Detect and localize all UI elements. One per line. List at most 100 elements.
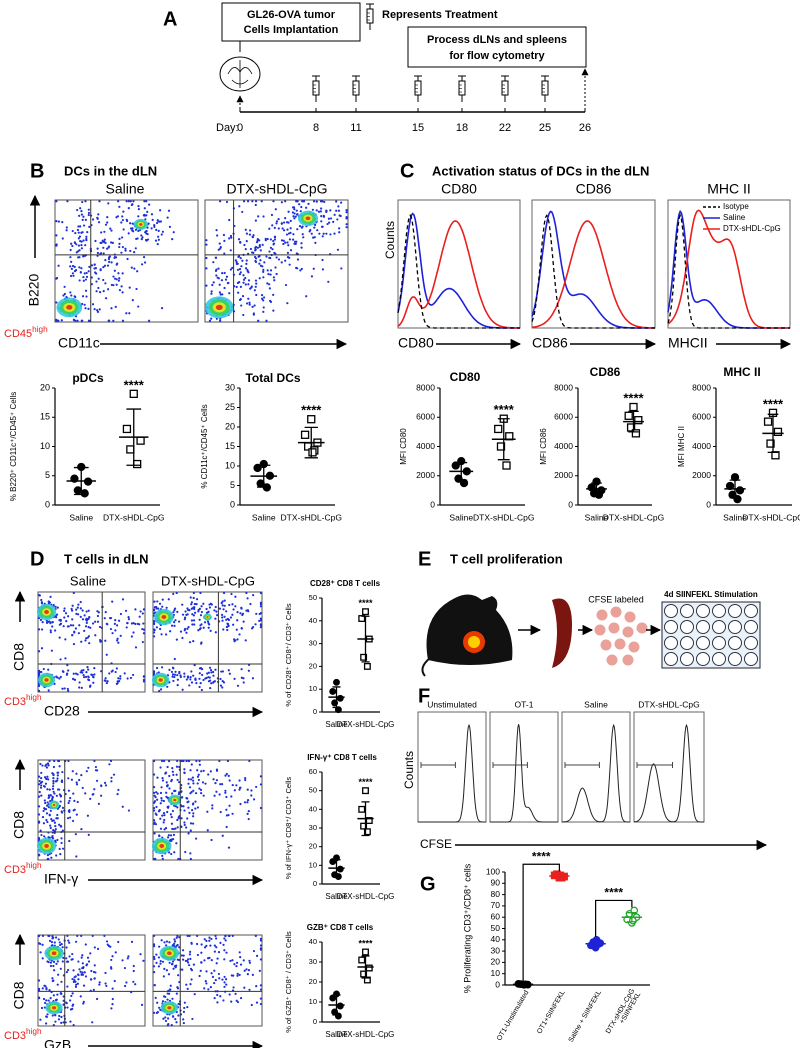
- flow-event: [245, 259, 248, 262]
- flow-event: [217, 972, 221, 976]
- legend-label: Saline: [723, 213, 746, 222]
- flow-event: [105, 984, 108, 988]
- flow-event: [45, 987, 48, 990]
- flow-event: [40, 833, 43, 837]
- mouse-icon: [426, 594, 513, 665]
- flow-event: [204, 677, 207, 680]
- flow-event: [143, 207, 146, 210]
- flow-event: [223, 985, 226, 988]
- flow-event: [77, 973, 80, 977]
- flow-event: [160, 939, 163, 942]
- data-point: [358, 805, 366, 813]
- flow-event: [293, 240, 297, 243]
- x-tick-label: OT1+SIINFEKL: [536, 989, 567, 1035]
- flow-event: [77, 960, 80, 963]
- flow-event: [183, 675, 186, 678]
- flow-event: [137, 208, 141, 211]
- flow-event: [259, 997, 263, 1000]
- flow-event: [186, 1005, 189, 1009]
- flow-event: [192, 596, 195, 600]
- flow-event: [92, 681, 95, 684]
- flow-event: [156, 776, 159, 779]
- flow-event: [299, 269, 302, 272]
- flow-event: [104, 677, 107, 680]
- flow-event: [49, 809, 52, 812]
- flow-event: [256, 246, 260, 249]
- flow-event: [92, 676, 95, 679]
- flow-event: [118, 288, 122, 292]
- flow-event: [119, 675, 122, 678]
- flow-event: [174, 619, 177, 622]
- y-tick-label: 5: [45, 470, 50, 480]
- flow-event: [254, 934, 257, 938]
- flow-event: [185, 759, 188, 763]
- flow-event: [178, 791, 181, 794]
- flow-event: [210, 972, 213, 975]
- flow-event: [170, 839, 173, 842]
- flow-event: [178, 670, 181, 674]
- error-bar: [626, 912, 637, 923]
- flow-event: [104, 784, 108, 787]
- well-icon: [728, 636, 742, 650]
- data-point: [363, 662, 371, 670]
- y-tick-label: 20: [225, 421, 235, 431]
- flow-event: [69, 624, 73, 627]
- flow-event: [161, 1000, 165, 1003]
- flow-event: [191, 623, 194, 626]
- flow-event: [277, 227, 280, 230]
- flow-event: [150, 227, 153, 230]
- flow-event: [259, 617, 263, 620]
- flow-event: [162, 821, 165, 824]
- data-point: [363, 976, 371, 984]
- flow-event: [295, 209, 298, 212]
- flow-event: [214, 978, 217, 982]
- flow-event: [58, 804, 62, 808]
- flow-event: [181, 688, 184, 691]
- flow-event: [66, 672, 69, 675]
- flow-event: [64, 638, 67, 641]
- flow-event: [110, 967, 113, 970]
- flow-event: [86, 956, 90, 959]
- histogram: [531, 220, 656, 329]
- flow-event: [219, 319, 222, 322]
- y-tick-label: 30: [309, 957, 317, 966]
- flow-event: [134, 228, 138, 231]
- flow-event: [85, 617, 88, 620]
- flow-event: [282, 242, 285, 246]
- flow-event: [117, 788, 120, 791]
- flow-event: [223, 252, 226, 255]
- flow-event: [124, 249, 127, 252]
- flow-event: [176, 684, 179, 687]
- flow-event: [52, 964, 55, 968]
- flow-event: [190, 601, 194, 604]
- significance-bracket: [595, 899, 633, 937]
- flow-event: [284, 200, 287, 203]
- flow-event: [175, 638, 178, 641]
- flow-event: [152, 631, 156, 634]
- flow-event: [196, 775, 200, 778]
- flow-event: [284, 217, 287, 220]
- flow-event: [115, 667, 118, 670]
- flow-event: [187, 778, 190, 781]
- flow-event: [76, 228, 80, 232]
- flow-event: [293, 242, 296, 245]
- flow-event: [225, 618, 228, 621]
- flow-event: [92, 793, 95, 796]
- flow-event: [83, 629, 86, 633]
- flow-event: [183, 768, 186, 771]
- data-point: [365, 964, 373, 972]
- flow-event: [205, 284, 208, 287]
- flow-event: [168, 988, 172, 991]
- well-icon: [728, 652, 742, 666]
- flow-event: [218, 977, 221, 980]
- flow-event: [272, 242, 276, 245]
- flow-event: [161, 605, 164, 608]
- flow-event: [132, 230, 135, 233]
- syringe: [501, 80, 509, 96]
- flow-event: [56, 960, 59, 963]
- flow-event: [161, 598, 164, 601]
- error-bar: [497, 418, 510, 461]
- flow-event: [228, 993, 231, 996]
- flow-event: [65, 946, 68, 949]
